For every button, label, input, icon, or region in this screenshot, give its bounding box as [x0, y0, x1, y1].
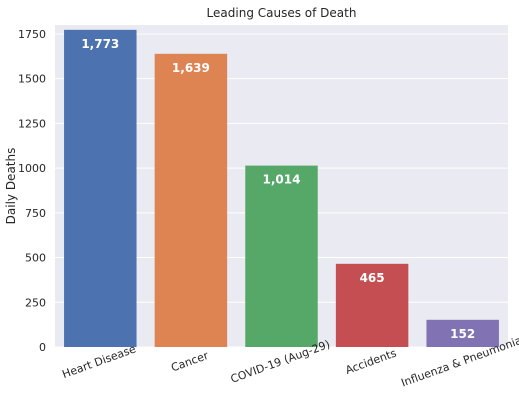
y-axis-label: Daily Deaths [4, 148, 18, 225]
data-label: 1,639 [172, 61, 210, 75]
y-tick-label: 1250 [18, 117, 46, 130]
y-tick-label: 1500 [18, 73, 46, 86]
y-tick-label: 1000 [18, 162, 46, 175]
y-tick-label: 750 [25, 207, 46, 220]
data-labels: 1,773 1,639 1,014 465 152 [81, 37, 475, 341]
data-label: 1,014 [263, 173, 301, 187]
x-tick-label: Accidents [344, 346, 399, 377]
y-tick-label: 250 [25, 296, 46, 309]
bar [64, 29, 137, 348]
y-tick-label: 1750 [18, 28, 46, 41]
bar [245, 165, 318, 347]
data-label: 1,773 [81, 37, 119, 51]
data-label: 465 [360, 271, 385, 285]
data-label: 152 [450, 327, 475, 341]
bar [335, 263, 409, 347]
x-tick-label: Cancer [169, 349, 210, 375]
y-tick-labels: 0 250 500 750 1000 1250 1500 1750 [18, 28, 46, 354]
bar [426, 319, 499, 347]
bars [64, 29, 499, 348]
bar [154, 53, 228, 347]
y-tick-label: 500 [25, 252, 46, 265]
y-tick-label: 0 [39, 341, 46, 354]
chart-title: Leading Causes of Death [207, 6, 357, 20]
x-tick-label: Heart Disease [61, 342, 138, 381]
